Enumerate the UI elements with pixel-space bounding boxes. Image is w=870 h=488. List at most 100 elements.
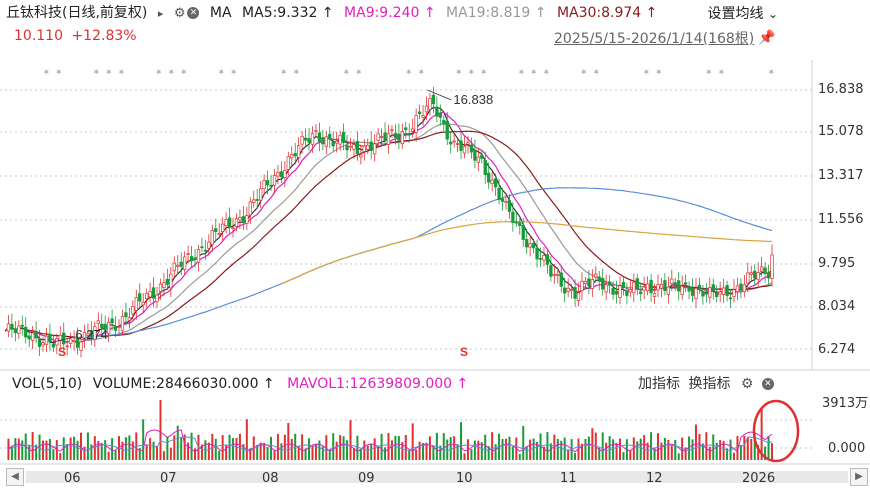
volume-bar	[335, 441, 338, 460]
volume-bar	[553, 434, 556, 460]
volume-bar	[180, 437, 183, 460]
volume-bar	[618, 438, 621, 460]
candle-body	[759, 266, 764, 272]
volume-bar	[473, 440, 476, 460]
volume-bar	[69, 437, 72, 460]
event-marker: ✶	[355, 68, 363, 78]
pin-icon[interactable]: 📌	[758, 30, 776, 46]
volume-bar	[511, 446, 514, 460]
settings-ma-button[interactable]: 设置均线 ⌄	[707, 4, 778, 24]
timeline-scrollbar[interactable]	[26, 471, 848, 483]
candle-body	[366, 145, 370, 150]
candle-body	[525, 239, 529, 248]
add-indicator-button[interactable]: 加指标	[638, 376, 680, 392]
volume-bar	[169, 447, 172, 460]
volume-bar	[308, 438, 311, 460]
candle-body	[158, 283, 163, 292]
date-range[interactable]: 2025/5/15-2026/1/14(168根)	[554, 31, 755, 47]
volume-bar	[83, 446, 86, 460]
candle-body	[141, 301, 145, 306]
close-icon[interactable]: ✕	[761, 378, 774, 390]
volume-bar	[491, 432, 494, 460]
volume-bar	[373, 438, 376, 460]
candle-body	[459, 140, 463, 151]
volume-bar	[204, 440, 207, 460]
event-marker: ✶	[530, 68, 538, 78]
volume-bar	[342, 436, 345, 460]
candle-body	[421, 115, 425, 118]
chart-header: 丘钛科技(日线,前复权) ▸ ⚙ ✕ MA MA5:9.332 ↑ MA9:9.2…	[6, 2, 663, 24]
volume-bar	[650, 432, 653, 460]
volume-bar	[404, 434, 407, 460]
volume-bar	[739, 444, 742, 460]
volume-bar	[508, 436, 511, 460]
volume-bar	[605, 442, 608, 460]
candle-body	[601, 277, 605, 290]
event-marker: ✶	[468, 68, 476, 78]
volume-bar	[694, 424, 697, 460]
candle-body	[221, 223, 225, 232]
volume-bar	[366, 445, 369, 460]
candle-body	[355, 140, 360, 154]
close-icon[interactable]: ✕	[187, 7, 200, 19]
candle-body	[110, 318, 114, 324]
volume-bar	[767, 435, 770, 460]
switch-indicator-button[interactable]: 换指标	[688, 376, 731, 392]
candle-body	[103, 323, 107, 331]
gear-icon[interactable]: ⚙	[740, 376, 754, 392]
candle-body	[317, 132, 322, 143]
candle-body	[611, 288, 615, 295]
volume-bar	[750, 438, 753, 460]
candle-body	[542, 255, 546, 261]
mavol-value: MAVOL1:12639809.000 ↑	[287, 376, 469, 392]
candle-body	[310, 133, 315, 145]
ma-long-line	[74, 187, 773, 339]
candle-body	[113, 325, 118, 331]
candle-body	[100, 323, 104, 328]
ma-long-line	[281, 221, 772, 285]
gear-icon[interactable]: ⚙	[173, 6, 186, 21]
candle-body	[697, 284, 702, 289]
x-axis-label: 12	[646, 471, 663, 486]
candle-body	[407, 132, 411, 136]
candle-body	[573, 287, 577, 299]
candle-body	[27, 335, 31, 340]
volume-bar	[214, 438, 217, 460]
candle-body	[131, 306, 135, 315]
volume-bar	[187, 442, 190, 460]
volume-axis-bottom: 0.000	[828, 441, 866, 456]
volume-bar	[460, 422, 463, 460]
candle-body	[445, 120, 449, 140]
candle-body	[328, 133, 332, 140]
price-line: 10.110 +12.83%	[14, 28, 137, 44]
candle-body	[331, 141, 335, 147]
candle-body	[604, 284, 608, 293]
scroll-left-button[interactable]: ◀	[6, 468, 24, 486]
volume-bar	[225, 445, 228, 460]
volume-bar	[522, 425, 525, 460]
volume-bar	[518, 453, 521, 460]
volume-bar	[270, 436, 273, 460]
play-icon[interactable]: ▸	[157, 7, 164, 20]
price-change: +12.83%	[71, 28, 137, 44]
scroll-right-button[interactable]: ▶	[850, 468, 868, 486]
candle-body	[151, 287, 156, 299]
volume-bar	[736, 436, 739, 460]
stock-title[interactable]: 丘钛科技(日线,前复权)	[6, 5, 148, 21]
candle-body	[649, 279, 653, 294]
volume-bar	[287, 423, 290, 460]
volume-bar	[121, 441, 124, 460]
volume-bar	[156, 445, 159, 460]
event-marker: ✶	[593, 68, 601, 78]
candle-body	[210, 230, 214, 245]
candle-body	[252, 199, 256, 203]
volume-bar	[162, 451, 165, 460]
candle-body	[176, 264, 180, 267]
volume-bar	[304, 448, 307, 460]
volume-bar	[456, 444, 459, 460]
candle-body	[663, 280, 667, 292]
volume-bar	[643, 435, 646, 460]
volume-header: VOL(5,10) VOLUME:28466030.000 ↑ MAVOL1:1…	[12, 374, 468, 394]
volume-bar	[66, 443, 69, 460]
candle-body	[82, 331, 87, 340]
